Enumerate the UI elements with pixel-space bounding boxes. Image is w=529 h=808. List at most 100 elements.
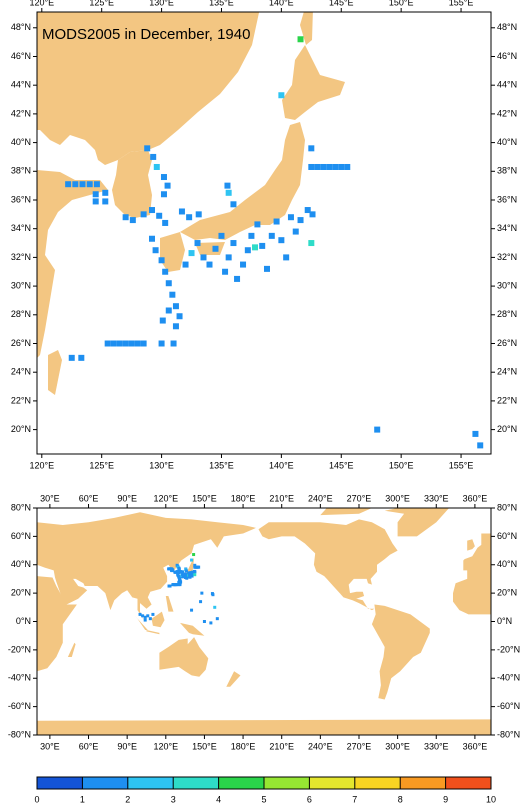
observation-cell <box>184 573 188 577</box>
observation-cell <box>78 354 85 361</box>
observation-cell <box>374 426 381 433</box>
observation-cell <box>92 198 99 205</box>
observation-cell <box>326 163 333 170</box>
observation-cell <box>152 247 159 254</box>
observation-cell <box>170 340 177 347</box>
regional-frame <box>36 11 492 455</box>
observation-cell <box>197 565 201 569</box>
y-tick-label: -60°N <box>8 701 31 711</box>
y-tick-label: 36°N <box>11 194 31 204</box>
observation-cell <box>92 191 99 198</box>
x-tick-label: 120°E <box>153 741 178 751</box>
observation-cell <box>278 92 285 99</box>
y-tick-label: 20°N <box>497 424 517 434</box>
observation-cell <box>362 513 368 519</box>
observation-cell <box>110 340 117 347</box>
colorbar-label: 7 <box>352 794 357 804</box>
observation-cell <box>193 563 197 567</box>
x-tick-label: 150°E <box>192 741 217 751</box>
observation-cell <box>158 340 165 347</box>
observation-cell <box>144 145 151 152</box>
y-tick-label: 38°N <box>11 166 31 176</box>
observation-cell <box>344 163 351 170</box>
observation-cell <box>244 247 251 254</box>
land <box>165 596 174 612</box>
x-tick-label: 180°E <box>231 493 256 503</box>
observation-cell <box>188 250 195 257</box>
x-tick-label: 300°E <box>385 741 410 751</box>
land <box>37 576 77 672</box>
land <box>467 539 475 551</box>
x-tick-label: 145°E <box>329 0 354 7</box>
x-tick-label: 270°E <box>347 741 372 751</box>
x-tick-label: 300°E <box>385 493 410 503</box>
x-tick-label: 130°E <box>149 0 174 7</box>
observations <box>65 36 484 519</box>
observation-cell <box>165 307 172 314</box>
observation-cell <box>165 280 172 287</box>
x-tick-label: 60°E <box>79 741 99 751</box>
y-tick-label: 34°N <box>497 223 517 233</box>
x-tick-label: 140°E <box>269 460 294 470</box>
y-tick-label: 38°N <box>497 166 517 176</box>
observation-cell <box>206 261 213 268</box>
y-tick-label: 24°N <box>497 367 517 377</box>
observation-cell <box>332 163 339 170</box>
x-tick-label: 240°E <box>308 741 333 751</box>
observation-cell <box>182 261 189 268</box>
y-tick-label: 40°N <box>11 137 31 147</box>
x-tick-label: 135°E <box>209 0 234 7</box>
land <box>300 12 313 45</box>
y-tick-label: 30°N <box>497 280 517 290</box>
observations <box>138 553 219 625</box>
observation-cell <box>273 218 280 225</box>
observation-cell <box>240 261 247 268</box>
land <box>226 671 241 687</box>
observation-cell <box>156 212 163 219</box>
y-tick-label: 20°N <box>497 588 517 598</box>
land <box>37 719 491 735</box>
x-tick-label: 150°E <box>389 460 414 470</box>
x-tick-label: 90°E <box>117 493 137 503</box>
colorbar-label: 4 <box>216 794 221 804</box>
observation-cell <box>190 608 194 612</box>
colorbar-label: 6 <box>307 794 312 804</box>
x-tick-label: 140°E <box>269 0 294 7</box>
observation-cell <box>171 569 175 573</box>
observation-cell <box>178 583 182 587</box>
y-tick-label: -80°N <box>497 729 520 739</box>
y-tick-label: -60°N <box>497 701 520 711</box>
observation-cell <box>141 614 145 618</box>
observation-cell <box>68 354 75 361</box>
map-title: MODS2005 in December, 1940 <box>42 26 250 43</box>
land <box>151 611 165 628</box>
observation-cell <box>211 593 215 597</box>
y-tick-label: 34°N <box>11 223 31 233</box>
y-tick-label: 40°N <box>11 559 31 569</box>
y-tick-label: 42°N <box>11 108 31 118</box>
observation-cell <box>230 240 237 247</box>
y-tick-label: 40°N <box>497 559 517 569</box>
x-tick-label: 135°E <box>209 460 234 470</box>
observation-cell <box>146 614 150 618</box>
observation-cell <box>181 570 185 574</box>
observation-cell <box>104 340 111 347</box>
observation-cell <box>179 570 183 574</box>
land <box>146 630 160 635</box>
observation-cell <box>148 207 155 214</box>
observation-cell <box>65 181 72 188</box>
observation-cell <box>122 214 129 221</box>
observation-cell <box>200 591 204 595</box>
x-tick-label: 120°E <box>29 0 54 7</box>
x-tick-label: 240°E <box>308 493 333 503</box>
land <box>37 170 108 358</box>
y-tick-label: 48°N <box>497 22 517 32</box>
observation-cell <box>200 254 207 261</box>
y-tick-label: 32°N <box>497 252 517 262</box>
observation-cell <box>190 558 194 562</box>
observation-cell <box>199 600 203 604</box>
colorbar-segment <box>445 777 491 789</box>
observation-cell <box>292 228 299 235</box>
observation-cell <box>234 275 241 282</box>
y-tick-label: 28°N <box>11 309 31 319</box>
